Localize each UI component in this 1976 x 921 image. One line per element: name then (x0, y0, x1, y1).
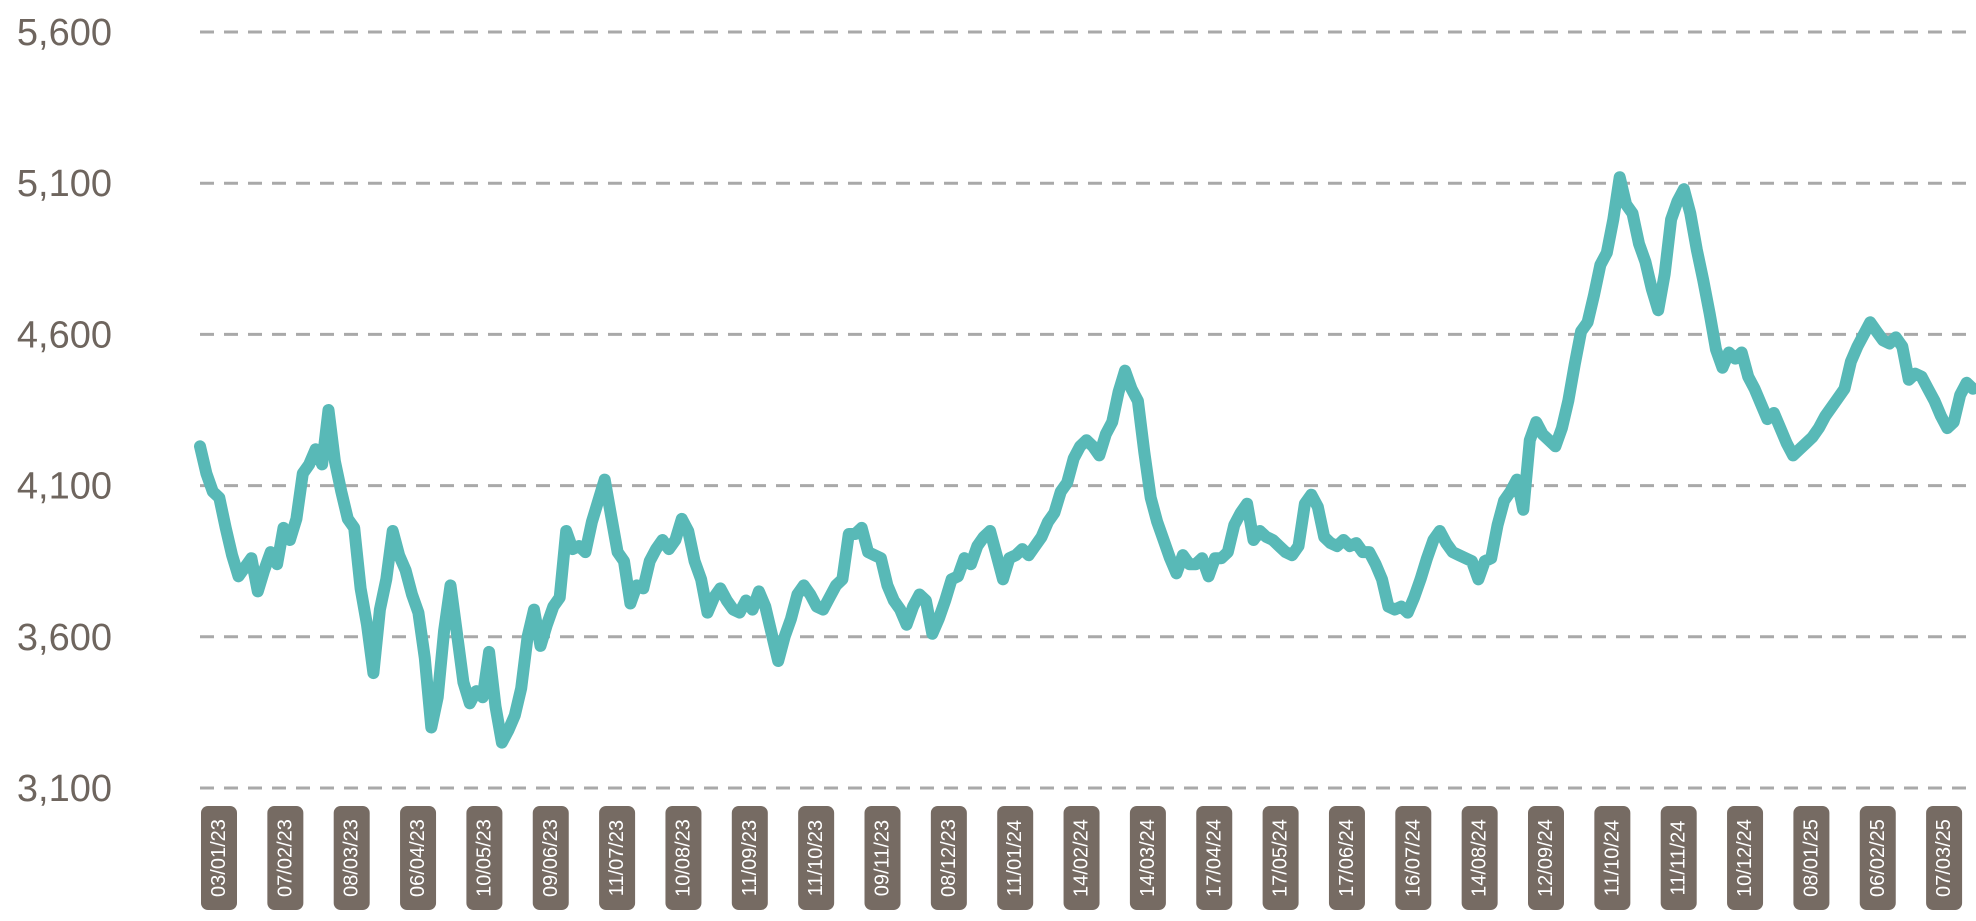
x-tick-pill (1793, 806, 1830, 910)
x-tick-label: 10/08/23 (672, 819, 694, 897)
x-tick: 11/10/24 (1594, 806, 1631, 910)
x-tick-pill (1727, 806, 1764, 910)
x-tick: 11/10/23 (798, 806, 835, 910)
y-tick-label: 3,600 (17, 617, 112, 659)
x-tick: 11/09/23 (731, 806, 768, 910)
x-axis-tick-labels: 03/01/23 07/02/23 08/03/23 06/04/23 10/05/23… (201, 806, 1963, 910)
y-tick-label: 5,100 (17, 163, 112, 205)
x-tick-pill (333, 806, 370, 910)
x-tick-label: 08/01/25 (1800, 819, 1822, 897)
x-tick-pill (466, 806, 503, 910)
x-tick: 14/03/24 (1129, 806, 1166, 910)
x-tick-label: 11/01/24 (1004, 820, 1026, 896)
x-tick: 17/05/24 (1262, 806, 1299, 910)
x-tick: 07/03/25 (1926, 806, 1963, 910)
x-tick: 10/08/23 (665, 806, 702, 910)
x-tick: 17/04/24 (1196, 806, 1233, 910)
x-tick: 03/01/23 (201, 806, 237, 910)
x-tick-pill (1528, 806, 1564, 910)
x-tick-label: 14/03/24 (1137, 819, 1159, 897)
x-tick-pill (864, 806, 901, 910)
x-tick-label: 11/09/23 (739, 820, 761, 896)
x-tick-label: 17/06/24 (1336, 819, 1358, 897)
x-tick: 09/11/23 (864, 806, 901, 910)
x-tick-label: 14/02/24 (1071, 819, 1093, 897)
x-tick-pill (731, 806, 768, 910)
x-tick: 10/05/23 (466, 806, 503, 910)
x-tick-pill (1262, 806, 1299, 910)
x-tick-pill (599, 806, 636, 910)
x-tick-pill (1129, 806, 1166, 910)
x-tick: 08/03/23 (333, 806, 370, 910)
x-tick: 14/08/24 (1461, 806, 1498, 910)
x-tick-pill (400, 806, 437, 910)
x-tick-label: 09/06/23 (540, 819, 562, 897)
x-tick-pill (532, 806, 569, 910)
x-tick-label: 07/02/23 (274, 819, 296, 897)
x-tick-pill (1328, 806, 1365, 910)
x-tick-pill (1196, 806, 1233, 910)
x-tick-pill (201, 806, 237, 910)
x-tick-pill (1926, 806, 1963, 910)
series-line (194, 171, 1976, 749)
x-tick: 11/11/24 (1660, 806, 1697, 910)
x-tick: 09/06/23 (532, 806, 569, 910)
series-layer (194, 171, 1976, 749)
x-tick-pill (267, 806, 304, 910)
x-tick: 11/07/23 (599, 806, 636, 910)
x-tick-label: 16/07/24 (1402, 819, 1424, 897)
x-tick: 08/12/23 (930, 806, 967, 910)
x-tick-label: 14/08/24 (1469, 819, 1491, 897)
x-tick-label: 10/05/23 (473, 819, 495, 897)
x-tick: 11/01/24 (997, 806, 1034, 910)
y-tick-label: 4,600 (17, 314, 112, 356)
x-tick-pill (1395, 806, 1432, 910)
x-tick-label: 03/01/23 (208, 819, 230, 897)
x-tick-label: 08/12/23 (938, 819, 960, 897)
x-tick-pill (1461, 806, 1498, 910)
x-tick-label: 11/10/23 (805, 820, 827, 896)
x-tick-label: 11/07/23 (606, 820, 628, 896)
x-tick-pill (1859, 806, 1896, 910)
x-tick: 06/04/23 (400, 806, 437, 910)
x-tick-pill (1660, 806, 1697, 910)
y-tick-label: 3,100 (17, 768, 112, 810)
x-tick-pill (665, 806, 702, 910)
x-tick-label: 17/04/24 (1203, 819, 1225, 897)
x-tick-label: 08/03/23 (341, 819, 363, 897)
x-tick: 17/06/24 (1328, 806, 1365, 910)
x-tick-label: 17/05/24 (1270, 819, 1292, 897)
y-tick-label: 5,600 (17, 12, 112, 54)
x-tick: 07/02/23 (267, 806, 304, 910)
gridlines (200, 30, 1976, 790)
x-tick-label: 07/03/25 (1933, 819, 1955, 897)
x-tick-pill (798, 806, 835, 910)
x-tick-label: 12/09/24 (1535, 819, 1557, 897)
y-tick-label: 4,100 (17, 466, 112, 508)
x-tick: 16/07/24 (1395, 806, 1432, 910)
x-tick-label: 11/10/24 (1601, 820, 1623, 896)
x-tick-label: 09/11/23 (872, 820, 894, 896)
x-tick-label: 11/11/24 (1668, 821, 1690, 896)
x-tick: 08/01/25 (1793, 806, 1830, 910)
x-tick: 12/09/24 (1528, 806, 1564, 910)
x-tick-pill (930, 806, 967, 910)
y-axis-tick-labels: 5,600 5,100 4,600 4,100 3,600 3,100 (17, 12, 112, 810)
x-tick: 14/02/24 (1063, 806, 1100, 910)
x-tick-label: 10/12/24 (1734, 819, 1756, 897)
x-tick-pill (1594, 806, 1631, 910)
x-tick: 10/12/24 (1727, 806, 1764, 910)
x-tick-label: 06/02/25 (1867, 819, 1889, 897)
x-tick-pill (1063, 806, 1100, 910)
x-tick-pill (997, 806, 1034, 910)
x-tick: 06/02/25 (1859, 806, 1896, 910)
x-tick-label: 06/04/23 (407, 819, 429, 897)
